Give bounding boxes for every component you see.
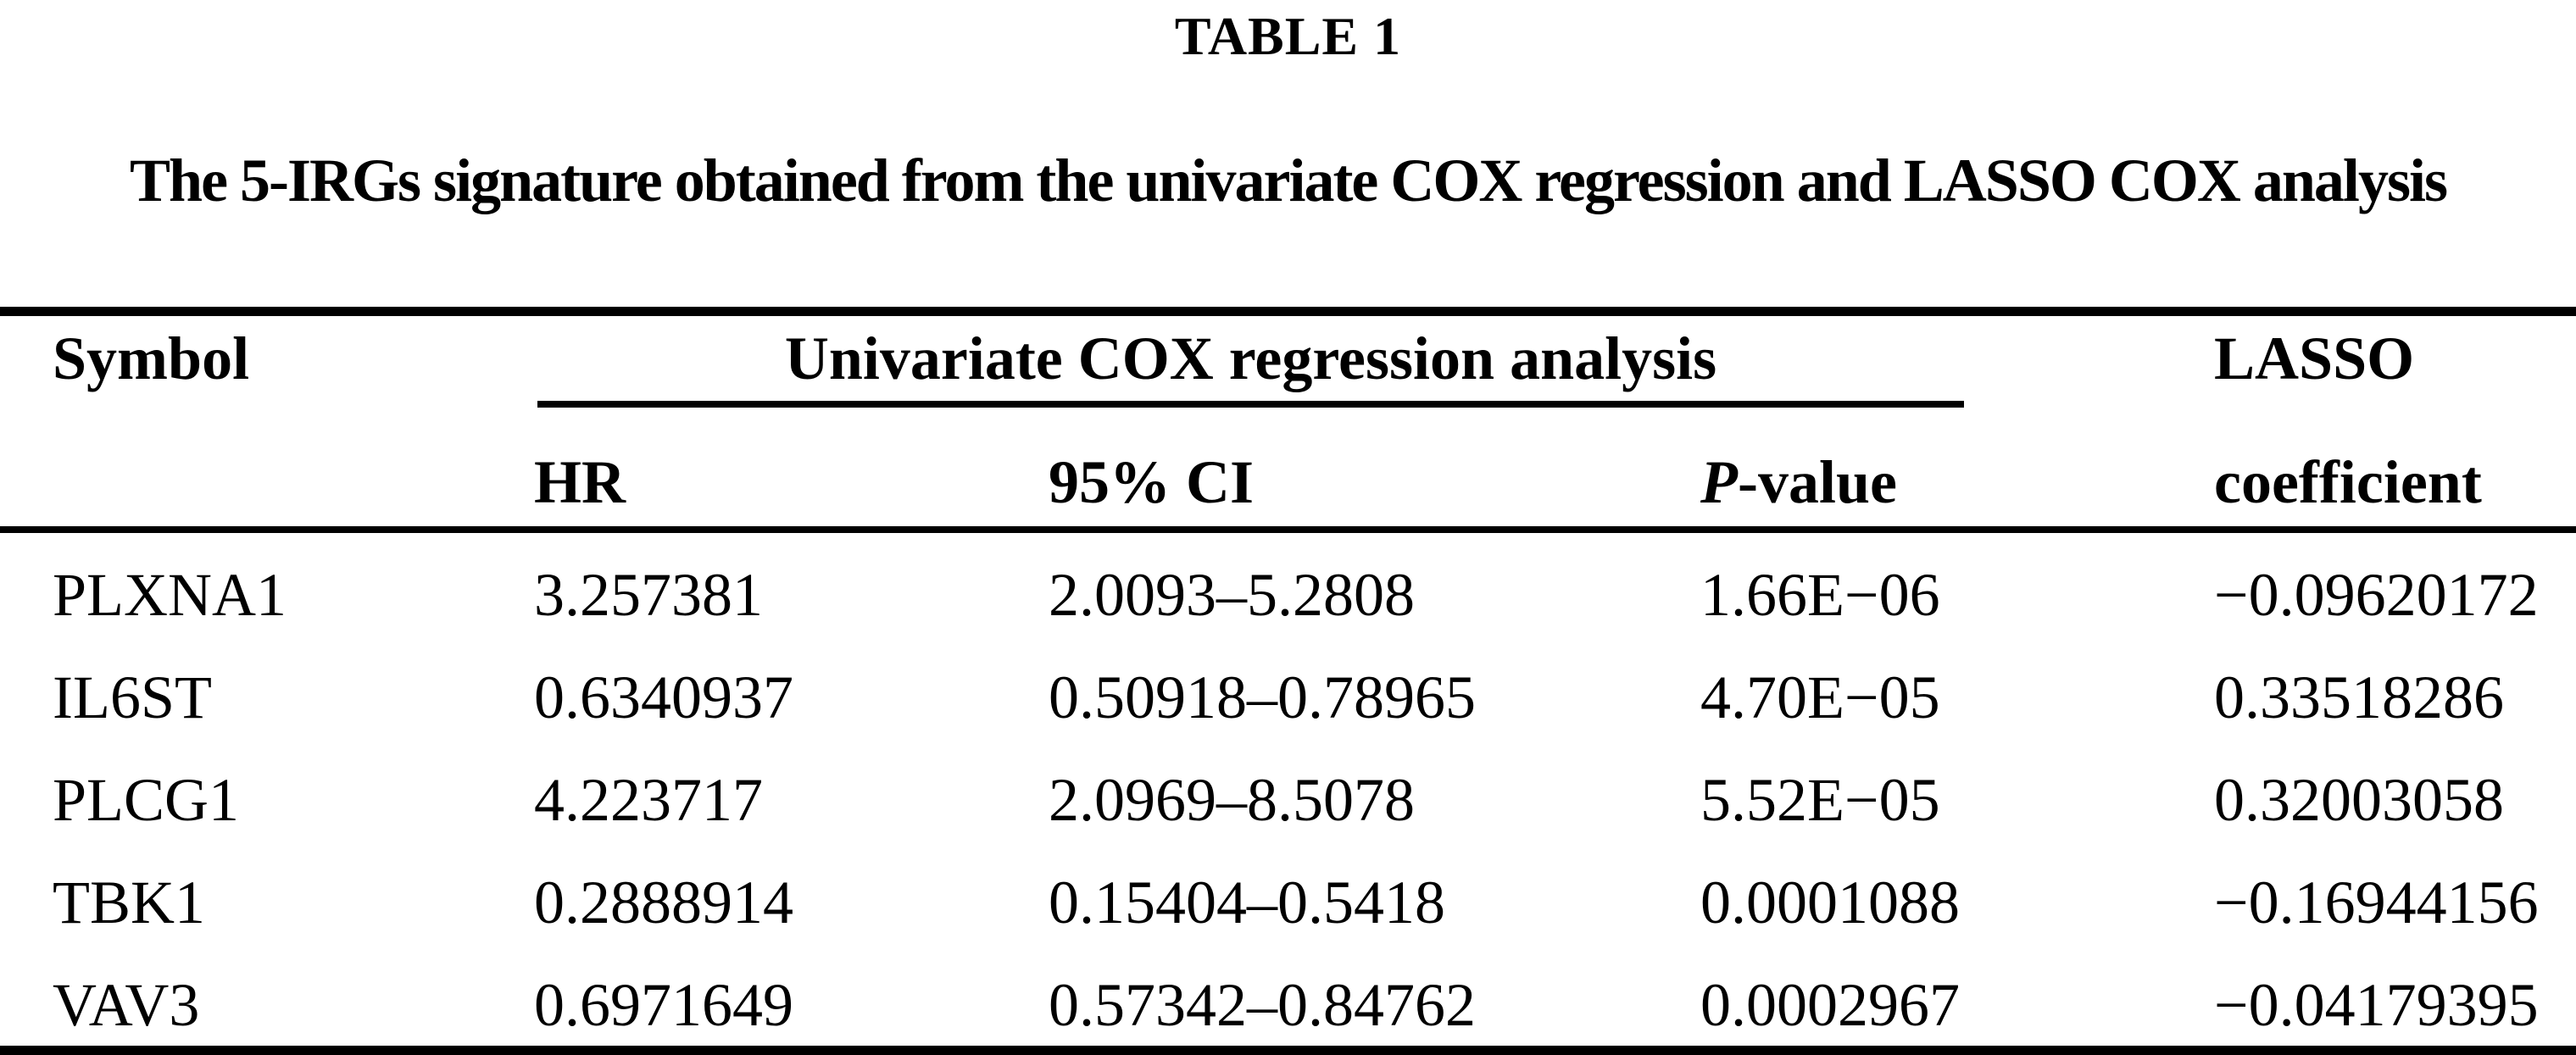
cell-hr: 3.257381 bbox=[534, 560, 763, 629]
table-title-caption: The 5-IRGs signature obtained from the u… bbox=[130, 147, 2448, 215]
cell-lasso-coefficient: 0.33518286 bbox=[2214, 663, 2504, 731]
cell-symbol: PLXNA1 bbox=[53, 560, 287, 629]
table-row: PLCG1 4.223717 2.0969–8.5078 5.52E−05 0.… bbox=[0, 738, 2576, 841]
cell-symbol: IL6ST bbox=[53, 663, 212, 731]
cell-ci: 0.50918–0.78965 bbox=[1049, 663, 1476, 731]
table-header-row-2: HR 95% CI P-value coefficient bbox=[0, 408, 2576, 526]
cell-p-value: 5.52E−05 bbox=[1700, 765, 1940, 834]
col-header-p-value: P-value bbox=[1700, 452, 2214, 526]
table-row: PLXNA1 3.257381 2.0093–5.2808 1.66E−06 −… bbox=[0, 533, 2576, 636]
cell-p-value: 1.66E−06 bbox=[1700, 560, 1940, 629]
col-header-lasso-line1: LASSO bbox=[2214, 325, 2415, 392]
table-header-rule bbox=[0, 526, 2576, 533]
p-value-suffix: -value bbox=[1737, 448, 1897, 516]
cell-symbol: PLCG1 bbox=[53, 765, 240, 834]
cell-lasso-coefficient: −0.04179395 bbox=[2214, 970, 2539, 1039]
cell-hr: 0.6340937 bbox=[534, 663, 793, 731]
table-row: TBK1 0.2888914 0.15404–0.5418 0.0001088 … bbox=[0, 841, 2576, 943]
cell-ci: 2.0969–8.5078 bbox=[1049, 765, 1415, 834]
table-header-row-1: Symbol Univariate COX regression analysi… bbox=[0, 316, 2576, 408]
cell-p-value: 0.0001088 bbox=[1700, 868, 1960, 936]
table-number-caption: TABLE 1 bbox=[1174, 6, 1402, 66]
col-header-spacer bbox=[0, 513, 534, 526]
col-header-symbol: Symbol bbox=[53, 325, 250, 392]
cell-hr: 0.2888914 bbox=[534, 868, 793, 936]
table-top-rule bbox=[0, 307, 2576, 316]
col-group-univariate-cox-label: Univariate COX regression analysis bbox=[537, 316, 1964, 408]
cell-hr: 4.223717 bbox=[534, 765, 763, 834]
cell-lasso-coefficient: −0.16944156 bbox=[2214, 868, 2539, 936]
cell-lasso-coefficient: 0.32003058 bbox=[2214, 765, 2504, 834]
cell-symbol: VAV3 bbox=[53, 970, 200, 1039]
cell-ci: 0.15404–0.5418 bbox=[1049, 868, 1445, 936]
table-row: IL6ST 0.6340937 0.50918–0.78965 4.70E−05… bbox=[0, 636, 2576, 738]
p-value-italic-p: P bbox=[1700, 448, 1738, 516]
cell-lasso-coefficient: −0.09620172 bbox=[2214, 560, 2539, 629]
data-table: Symbol Univariate COX regression analysi… bbox=[0, 307, 2576, 1055]
table-body: PLXNA1 3.257381 2.0093–5.2808 1.66E−06 −… bbox=[0, 533, 2576, 1046]
col-header-ci: 95% CI bbox=[1049, 448, 1255, 516]
col-header-lasso-line2: coefficient bbox=[2214, 448, 2482, 516]
col-group-univariate-cox: Univariate COX regression analysis bbox=[534, 316, 2214, 408]
cell-symbol: TBK1 bbox=[53, 868, 205, 936]
cell-p-value: 0.0002967 bbox=[1700, 970, 1960, 1039]
cell-ci: 2.0093–5.2808 bbox=[1049, 560, 1415, 629]
table-row: VAV3 0.6971649 0.57342–0.84762 0.0002967… bbox=[0, 943, 2576, 1046]
cell-p-value: 4.70E−05 bbox=[1700, 663, 1940, 731]
cell-hr: 0.6971649 bbox=[534, 970, 793, 1039]
col-header-hr: HR bbox=[534, 448, 626, 516]
table-bottom-rule bbox=[0, 1046, 2576, 1055]
cell-ci: 0.57342–0.84762 bbox=[1049, 970, 1476, 1039]
